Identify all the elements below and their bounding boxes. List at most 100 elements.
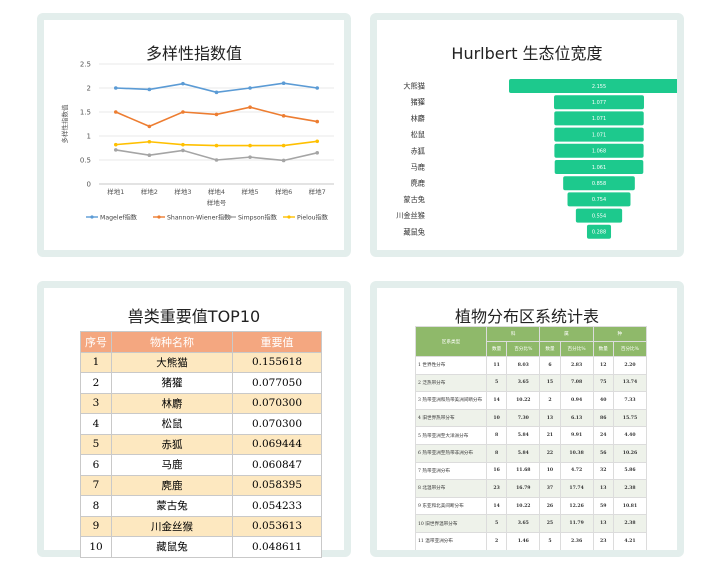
legend-label: Pielou指数 bbox=[297, 213, 329, 221]
cell-index: 10 bbox=[80, 536, 112, 558]
x-tick-label: 样地6 bbox=[275, 187, 292, 196]
hurlbert-funnel-chart: 2.155 大熊猫 1.077 猪獾 1.071 林麝 1.071 松鼠 1.068 赤狐 1.06… bbox=[396, 79, 677, 239]
cell-flora-type: 1 世界性分布 bbox=[415, 356, 487, 375]
top10-card: 兽类重要值TOP10 序号 物种名称 重要值 1 大熊猫 0.155618 2 猪獾 0.… bbox=[44, 288, 344, 558]
cell-number: 23 bbox=[485, 479, 508, 498]
cell-number: 17.74 bbox=[559, 479, 594, 498]
cell-index: 6 bbox=[80, 454, 112, 476]
cell-number: 16.79 bbox=[506, 479, 541, 498]
cell-flora-type: 3 热带亚洲和热带美洲间断分布 bbox=[415, 391, 487, 410]
bar-value-label: 0.858 bbox=[592, 181, 606, 187]
header-value: 重要值 bbox=[232, 331, 322, 353]
header-species: 种 bbox=[592, 326, 648, 342]
data-point bbox=[181, 110, 185, 114]
table-row: 2 猪獾 0.077050 bbox=[80, 372, 322, 394]
cell-flora-type: 11 温带亚洲分布 bbox=[415, 531, 487, 550]
cell-number: 10.22 bbox=[506, 496, 541, 516]
header-flora-type: 区系类型 bbox=[415, 326, 487, 357]
cell-species: 大熊猫 bbox=[111, 351, 233, 373]
sub-header: 数量 bbox=[485, 341, 508, 357]
data-point bbox=[248, 105, 252, 109]
top10-table: 序号 物种名称 重要值 1 大熊猫 0.155618 2 猪獾 0.077050 3 林麝 0.… bbox=[80, 331, 322, 558]
legend-marker bbox=[90, 215, 94, 219]
cell-number: 13 bbox=[592, 479, 614, 498]
table-row: 9 川金丝猴 0.053613 bbox=[80, 515, 322, 537]
cell-species: 松鼠 bbox=[111, 413, 233, 435]
x-tick-label: 样地1 bbox=[107, 187, 124, 196]
cell-species: 林麝 bbox=[111, 392, 233, 414]
funnel-bar bbox=[554, 160, 644, 174]
cell-value: 0.060847 bbox=[232, 454, 322, 476]
bar-value-label: 1.061 bbox=[592, 165, 606, 171]
data-point bbox=[248, 155, 252, 159]
sub-header: 百分比% bbox=[559, 341, 594, 357]
cell-number: 21 bbox=[539, 426, 561, 445]
cell-index: 1 bbox=[80, 351, 112, 373]
cell-species: 川金丝猴 bbox=[111, 515, 233, 537]
cell-index: 9 bbox=[80, 515, 112, 537]
bar-value-label: 2.155 bbox=[592, 84, 606, 90]
cell-number: 14 bbox=[485, 391, 508, 410]
table-row: 2 泛热带分布 5 3.65 15 7.08 75 13.74 bbox=[415, 373, 648, 393]
category-label: 大熊猫 bbox=[403, 82, 425, 91]
cell-number: 14 bbox=[485, 496, 508, 516]
cell-number: 10 bbox=[539, 461, 561, 481]
category-label: 猪獾 bbox=[411, 98, 425, 107]
cell-number: 26 bbox=[539, 496, 561, 516]
table-row: 4 旧世界热带分布 10 7.30 13 6.13 86 15.75 bbox=[415, 408, 648, 428]
funnel-bar bbox=[554, 111, 644, 126]
diversity-panel: 多样性指数值 0 0.5 1 1.5 2 2.5 样地1 样地2 样地3 样地4 样地5 样地6 样地7… bbox=[37, 13, 351, 257]
cell-number: 56 bbox=[592, 443, 614, 463]
data-point bbox=[147, 153, 152, 157]
cell-number: 5.86 bbox=[612, 461, 648, 481]
cell-number: 3.65 bbox=[506, 514, 541, 533]
data-point bbox=[181, 148, 185, 153]
cell-number: 5 bbox=[539, 531, 561, 550]
plant-sub-header-row: 数量 百分比% 数量 百分比% 数量 百分比% bbox=[416, 341, 648, 357]
table-row: 8 蒙古兔 0.054233 bbox=[80, 495, 322, 517]
cell-number: 16 bbox=[485, 461, 508, 481]
table-row: 6 马鹿 0.060847 bbox=[80, 454, 322, 476]
sub-header: 数量 bbox=[539, 341, 561, 357]
data-point bbox=[281, 114, 286, 118]
cell-value: 0.048611 bbox=[232, 536, 322, 558]
top10-panel: 兽类重要值TOP10 序号 物种名称 重要值 1 大熊猫 0.155618 2 猪獾 0.… bbox=[37, 281, 351, 558]
cell-value: 0.070300 bbox=[232, 392, 322, 414]
x-tick-label: 样地5 bbox=[242, 187, 259, 196]
data-point bbox=[113, 86, 118, 90]
cell-number: 86 bbox=[592, 408, 614, 428]
cell-number: 13 bbox=[539, 408, 561, 428]
x-tick-label: 样地4 bbox=[208, 187, 225, 196]
cell-species: 马鹿 bbox=[111, 454, 233, 476]
cell-number: 12.26 bbox=[559, 496, 594, 516]
cell-species: 藏鼠兔 bbox=[111, 536, 233, 558]
legend-marker bbox=[157, 215, 161, 219]
cell-number: 10.81 bbox=[612, 496, 648, 516]
funnel-bar bbox=[554, 143, 644, 158]
data-point bbox=[315, 119, 320, 124]
x-axis-label: 样地号 bbox=[207, 198, 227, 207]
plant-body: 1 世界性分布 11 8.03 6 2.83 12 2.20 2 泛热带分布 5 3.65 15 7.… bbox=[415, 356, 648, 550]
table-row: 1 世界性分布 11 8.03 6 2.83 12 2.20 bbox=[415, 356, 648, 375]
top10-header-row: 序号 物种名称 重要值 bbox=[80, 331, 322, 353]
cell-value: 0.069444 bbox=[232, 433, 322, 455]
cell-number: 1.46 bbox=[506, 531, 541, 550]
cell-number: 4.40 bbox=[612, 426, 648, 445]
cell-number: 10 bbox=[485, 408, 508, 428]
funnel-bar bbox=[563, 176, 635, 191]
cell-index: 8 bbox=[80, 495, 112, 517]
y-tick-label: 1.5 bbox=[80, 109, 91, 117]
data-point bbox=[248, 143, 252, 148]
cell-value: 0.155618 bbox=[232, 351, 322, 373]
cell-number: 6 bbox=[539, 356, 561, 375]
cell-number: 32 bbox=[592, 461, 614, 481]
funnel-bar bbox=[586, 224, 612, 239]
cell-number: 75 bbox=[592, 373, 614, 393]
cell-number: 10.38 bbox=[559, 443, 594, 463]
table-row: 6 热带亚洲至热带非洲分布 8 5.84 22 10.38 56 10.26 bbox=[415, 443, 648, 463]
cell-number: 7.30 bbox=[506, 408, 541, 428]
cell-number: 2.20 bbox=[612, 356, 648, 375]
data-point bbox=[214, 158, 219, 162]
header-index: 序号 bbox=[80, 331, 112, 353]
data-point bbox=[113, 148, 118, 152]
